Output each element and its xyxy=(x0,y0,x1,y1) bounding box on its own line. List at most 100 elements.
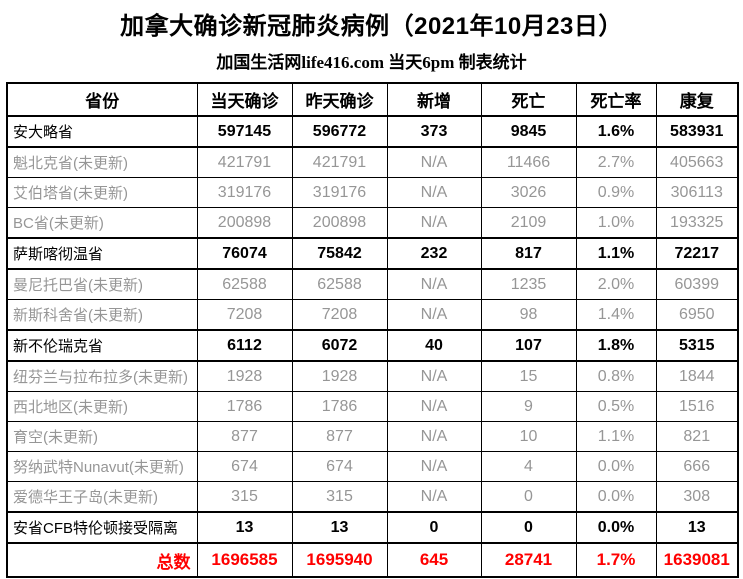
cell-province: 爱德华王子岛(未更新) xyxy=(6,481,198,513)
cell-deaths: 9 xyxy=(480,391,577,422)
cell-today-confirmed: 13 xyxy=(196,511,293,544)
table-row: 西北地区(未更新) 1786 1786 N/A 9 0.5% 1516 xyxy=(6,391,739,422)
cell-death-rate: 1.8% xyxy=(575,329,657,362)
cell-today-confirmed: 421791 xyxy=(196,146,293,178)
cell-province: 曼尼托巴省(未更新) xyxy=(6,268,198,300)
header-deaths: 死亡 xyxy=(480,82,577,117)
cell-province: 萨斯喀彻温省 xyxy=(6,237,198,270)
cell-death-rate: 0.0% xyxy=(575,481,657,513)
cell-recovered: 1639081 xyxy=(655,542,739,578)
cell-new-cases: 373 xyxy=(386,115,482,148)
cell-deaths: 98 xyxy=(480,299,577,331)
cell-new-cases: N/A xyxy=(386,360,482,392)
cell-death-rate: 1.1% xyxy=(575,237,657,270)
cell-deaths: 1235 xyxy=(480,268,577,300)
table-row: 安大略省 597145 596772 373 9845 1.6% 583931 xyxy=(6,115,739,148)
cell-yesterday-confirmed: 315 xyxy=(291,481,388,513)
header-row: 省份 当天确诊 昨天确诊 新增 死亡 死亡率 康复 xyxy=(6,82,739,117)
cell-death-rate: 0.5% xyxy=(575,391,657,422)
cell-province: 艾伯塔省(未更新) xyxy=(6,177,198,208)
cell-recovered: 306113 xyxy=(655,177,739,208)
cell-province: 安大略省 xyxy=(6,115,198,148)
cell-new-cases: N/A xyxy=(386,268,482,300)
cell-deaths: 4 xyxy=(480,451,577,482)
cell-deaths: 3026 xyxy=(480,177,577,208)
cell-recovered: 72217 xyxy=(655,237,739,270)
cell-recovered: 583931 xyxy=(655,115,739,148)
cell-new-cases: N/A xyxy=(386,207,482,239)
cell-today-confirmed: 315 xyxy=(196,481,293,513)
header-province: 省份 xyxy=(6,82,198,117)
table-row: 新不伦瑞克省 6112 6072 40 107 1.8% 5315 xyxy=(6,329,739,362)
cell-death-rate: 0.9% xyxy=(575,177,657,208)
table-row: BC省(未更新) 200898 200898 N/A 2109 1.0% 193… xyxy=(6,207,739,239)
cell-new-cases: N/A xyxy=(386,481,482,513)
cell-today-confirmed: 877 xyxy=(196,421,293,452)
cell-yesterday-confirmed: 596772 xyxy=(291,115,388,148)
cell-new-cases: 40 xyxy=(386,329,482,362)
cell-deaths: 0 xyxy=(480,481,577,513)
cell-death-rate: 0.8% xyxy=(575,360,657,392)
cell-province: 新不伦瑞克省 xyxy=(6,329,198,362)
cell-deaths: 28741 xyxy=(480,542,577,578)
cell-recovered: 193325 xyxy=(655,207,739,239)
cell-province: BC省(未更新) xyxy=(6,207,198,239)
cell-yesterday-confirmed: 6072 xyxy=(291,329,388,362)
covid-stats-table: 省份 当天确诊 昨天确诊 新增 死亡 死亡率 康复 安大略省 597145 59… xyxy=(6,82,739,578)
cell-recovered: 60399 xyxy=(655,268,739,300)
cell-today-confirmed: 674 xyxy=(196,451,293,482)
cell-yesterday-confirmed: 319176 xyxy=(291,177,388,208)
cell-new-cases: N/A xyxy=(386,299,482,331)
table-row: 育空(未更新) 877 877 N/A 10 1.1% 821 xyxy=(6,421,739,452)
cell-today-confirmed: 6112 xyxy=(196,329,293,362)
header-yesterday-confirmed: 昨天确诊 xyxy=(291,82,388,117)
cell-province: 总数 xyxy=(6,542,198,578)
table-row: 艾伯塔省(未更新) 319176 319176 N/A 3026 0.9% 30… xyxy=(6,177,739,208)
header-today-confirmed: 当天确诊 xyxy=(196,82,293,117)
cell-today-confirmed: 1786 xyxy=(196,391,293,422)
page-title: 加拿大确诊新冠肺炎病例（2021年10月23日） xyxy=(120,13,623,40)
cell-yesterday-confirmed: 13 xyxy=(291,511,388,544)
cell-yesterday-confirmed: 200898 xyxy=(291,207,388,239)
table-row: 努纳武特Nunavut(未更新) 674 674 N/A 4 0.0% 666 xyxy=(6,451,739,482)
cell-death-rate: 2.0% xyxy=(575,268,657,300)
cell-new-cases: 0 xyxy=(386,511,482,544)
cell-today-confirmed: 597145 xyxy=(196,115,293,148)
cell-today-confirmed: 1696585 xyxy=(196,542,293,578)
cell-yesterday-confirmed: 1695940 xyxy=(291,542,388,578)
header-death-rate: 死亡率 xyxy=(575,82,657,117)
cell-deaths: 107 xyxy=(480,329,577,362)
cell-deaths: 0 xyxy=(480,511,577,544)
cell-province: 育空(未更新) xyxy=(6,421,198,452)
cell-yesterday-confirmed: 7208 xyxy=(291,299,388,331)
cell-province: 努纳武特Nunavut(未更新) xyxy=(6,451,198,482)
cell-yesterday-confirmed: 1928 xyxy=(291,360,388,392)
cell-today-confirmed: 62588 xyxy=(196,268,293,300)
cell-yesterday-confirmed: 421791 xyxy=(291,146,388,178)
table-row: 纽芬兰与拉布拉多(未更新) 1928 1928 N/A 15 0.8% 1844 xyxy=(6,360,739,392)
cell-death-rate: 1.0% xyxy=(575,207,657,239)
cell-recovered: 13 xyxy=(655,511,739,544)
cell-yesterday-confirmed: 674 xyxy=(291,451,388,482)
cell-recovered: 6950 xyxy=(655,299,739,331)
cell-province: 新斯科舍省(未更新) xyxy=(6,299,198,331)
cell-death-rate: 0.0% xyxy=(575,511,657,544)
cell-new-cases: N/A xyxy=(386,451,482,482)
cell-recovered: 405663 xyxy=(655,146,739,178)
cell-new-cases: 645 xyxy=(386,542,482,578)
table-header: 省份 当天确诊 昨天确诊 新增 死亡 死亡率 康复 xyxy=(6,82,739,117)
cell-deaths: 9845 xyxy=(480,115,577,148)
cell-recovered: 308 xyxy=(655,481,739,513)
cell-province: 魁北克省(未更新) xyxy=(6,146,198,178)
cell-recovered: 1844 xyxy=(655,360,739,392)
total-row: 总数 1696585 1695940 645 28741 1.7% 163908… xyxy=(6,542,739,578)
cell-province: 西北地区(未更新) xyxy=(6,391,198,422)
cell-yesterday-confirmed: 877 xyxy=(291,421,388,452)
cell-deaths: 11466 xyxy=(480,146,577,178)
cell-recovered: 821 xyxy=(655,421,739,452)
cell-yesterday-confirmed: 1786 xyxy=(291,391,388,422)
page-subtitle: 加国生活网life416.com 当天6pm 制表统计 xyxy=(216,53,527,72)
cell-province: 纽芬兰与拉布拉多(未更新) xyxy=(6,360,198,392)
cell-province: 安省CFB特伦顿接受隔离 xyxy=(6,511,198,544)
cell-death-rate: 1.4% xyxy=(575,299,657,331)
